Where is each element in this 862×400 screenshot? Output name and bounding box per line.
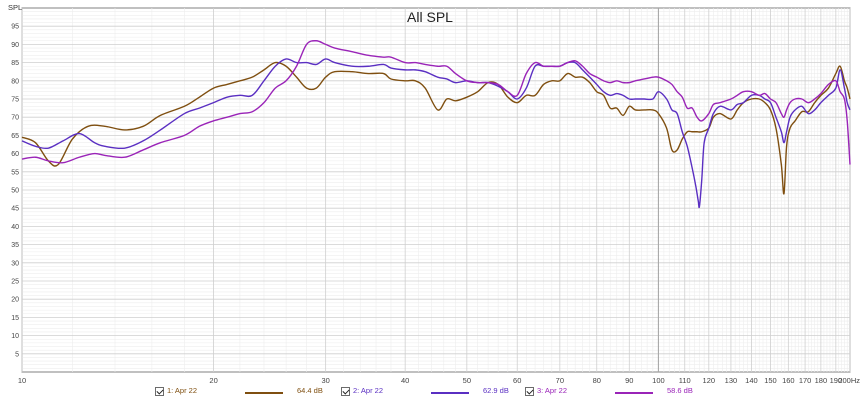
y-tick-label: 85 xyxy=(11,60,19,67)
x-tick-label: 20 xyxy=(209,376,217,385)
x-tick-label: 50 xyxy=(463,376,471,385)
y-tick-label: 5 xyxy=(15,351,19,358)
x-tick-label: 140 xyxy=(745,376,758,385)
x-tick-label: 30 xyxy=(321,376,329,385)
y-tick-label: 35 xyxy=(11,242,19,249)
series-2-line xyxy=(21,58,851,209)
y-tick-label: 60 xyxy=(11,151,19,158)
series-1-checkbox[interactable] xyxy=(155,387,164,396)
y-tick-label: 25 xyxy=(11,279,19,286)
legend-series-2-label: 2: Apr 22 xyxy=(353,386,384,395)
y-tick-label: 70 xyxy=(11,115,19,122)
series-1-line xyxy=(21,61,851,195)
y-axis-label: SPL xyxy=(8,3,22,12)
series-layer xyxy=(21,40,851,209)
chart-title: All SPL xyxy=(407,9,453,25)
x-tick-label: 170 xyxy=(799,376,812,385)
x-tick-label: 40 xyxy=(401,376,409,385)
x-tick-label: 130 xyxy=(725,376,738,385)
y-tick-label: 20 xyxy=(11,297,19,304)
x-tick-label: 80 xyxy=(593,376,601,385)
legend-series-1-value: 64.4 dB xyxy=(297,386,323,395)
series-3-checkbox[interactable] xyxy=(525,387,534,396)
y-tick-label: 50 xyxy=(11,188,19,195)
y-tick-label: 65 xyxy=(11,133,19,140)
x-tick-label: 160 xyxy=(782,376,795,385)
legend-series-1-label: 1: Apr 22 xyxy=(167,386,198,395)
legend-series-2-swatch xyxy=(431,392,469,394)
y-tick-label: 55 xyxy=(11,169,19,176)
y-tick-label: 80 xyxy=(11,78,19,85)
y-tick-label: 45 xyxy=(11,206,19,213)
major-grid xyxy=(21,8,851,372)
x-tick-label: 180 xyxy=(815,376,828,385)
y-tick-label: 95 xyxy=(11,24,19,31)
y-tick-label: 15 xyxy=(11,315,19,322)
series-3-line xyxy=(21,40,851,165)
y-tick-label: 10 xyxy=(11,333,19,340)
legend-series-3-swatch xyxy=(615,392,653,394)
y-tick-label: 40 xyxy=(11,224,19,231)
x-tick-label: 60 xyxy=(513,376,521,385)
legend-series-3-value: 58.6 dB xyxy=(667,386,693,395)
x-tick-label: 200Hz xyxy=(838,376,860,385)
x-tick-label: 110 xyxy=(679,376,691,385)
y-tick-label: 75 xyxy=(11,97,19,104)
x-tick-label: 10 xyxy=(18,376,26,385)
legend: 1: Apr 22 64.4 dB 2: Apr 22 62.9 dB 3: A… xyxy=(0,385,862,400)
series-2-checkbox[interactable] xyxy=(341,387,350,396)
x-tick-label: 120 xyxy=(703,376,716,385)
x-tick-label: 100 xyxy=(652,376,665,385)
x-tick-label: 90 xyxy=(625,376,633,385)
y-tick-label: 30 xyxy=(11,260,19,267)
x-tick-label: 190 xyxy=(830,376,843,385)
x-axis-tick-labels: 10 20 30 40 50 60 70 80 90 100 110 120 130 140 150 160 1… xyxy=(18,376,860,385)
legend-series-2-value: 62.9 dB xyxy=(483,386,509,395)
y-axis-tick-labels: 5 10 15 20 25 30 35 40 45 50 55 60 65 70 75 80 85 90 95 xyxy=(11,24,19,359)
legend-series-3-label: 3: Apr 22 xyxy=(537,386,568,395)
x-tick-label: 70 xyxy=(556,376,564,385)
legend-series-1-swatch xyxy=(245,392,283,394)
y-tick-label: 90 xyxy=(11,42,19,49)
x-tick-label: 150 xyxy=(764,376,777,385)
